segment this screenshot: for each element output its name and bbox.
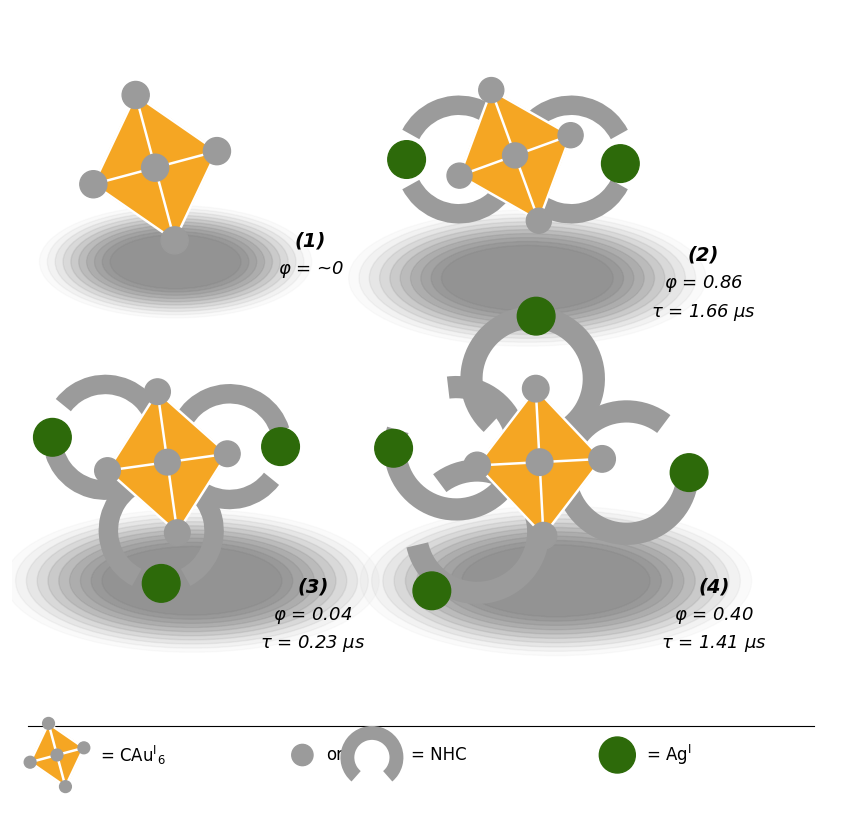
Ellipse shape bbox=[383, 515, 729, 647]
Ellipse shape bbox=[428, 532, 684, 630]
Circle shape bbox=[526, 209, 552, 233]
Circle shape bbox=[601, 145, 639, 182]
Circle shape bbox=[215, 441, 240, 466]
Ellipse shape bbox=[417, 528, 695, 634]
Ellipse shape bbox=[102, 546, 282, 615]
Circle shape bbox=[600, 737, 636, 773]
Circle shape bbox=[589, 446, 616, 472]
Circle shape bbox=[141, 154, 168, 182]
Circle shape bbox=[503, 143, 528, 168]
Ellipse shape bbox=[48, 526, 336, 636]
Text: $\tau$ = 1.66 $\mu$s: $\tau$ = 1.66 $\mu$s bbox=[651, 302, 756, 323]
Text: $\varphi$ = 0.04: $\varphi$ = 0.04 bbox=[274, 605, 353, 626]
Ellipse shape bbox=[87, 225, 264, 299]
Circle shape bbox=[94, 458, 120, 483]
Circle shape bbox=[142, 564, 180, 602]
Text: (2): (2) bbox=[688, 245, 719, 265]
Circle shape bbox=[464, 452, 490, 479]
Ellipse shape bbox=[440, 536, 673, 626]
Ellipse shape bbox=[370, 218, 685, 339]
Circle shape bbox=[78, 742, 90, 753]
Ellipse shape bbox=[371, 510, 740, 651]
Circle shape bbox=[447, 163, 472, 188]
Text: (4): (4) bbox=[698, 577, 729, 596]
Text: = Ag$^{\mathregular{I}}$: = Ag$^{\mathregular{I}}$ bbox=[646, 743, 691, 767]
Ellipse shape bbox=[70, 534, 314, 627]
Polygon shape bbox=[30, 723, 84, 787]
Circle shape bbox=[122, 82, 149, 109]
Circle shape bbox=[292, 744, 313, 766]
Circle shape bbox=[413, 572, 450, 609]
Polygon shape bbox=[477, 389, 602, 536]
Ellipse shape bbox=[421, 237, 634, 319]
Circle shape bbox=[43, 717, 55, 730]
Text: = NHC: = NHC bbox=[411, 746, 466, 764]
Ellipse shape bbox=[441, 245, 613, 311]
Polygon shape bbox=[108, 392, 227, 533]
Circle shape bbox=[558, 123, 584, 148]
Circle shape bbox=[24, 757, 36, 768]
Ellipse shape bbox=[71, 218, 280, 305]
Ellipse shape bbox=[59, 530, 325, 631]
Circle shape bbox=[161, 227, 188, 254]
Circle shape bbox=[517, 297, 555, 335]
Ellipse shape bbox=[56, 212, 296, 312]
Circle shape bbox=[526, 449, 553, 475]
Circle shape bbox=[530, 523, 557, 549]
Text: (3): (3) bbox=[297, 577, 328, 596]
Circle shape bbox=[262, 428, 300, 465]
Text: $\tau$ = 1.41 $\mu$s: $\tau$ = 1.41 $\mu$s bbox=[661, 633, 767, 654]
Text: $\varphi$ = 0.86: $\varphi$ = 0.86 bbox=[663, 273, 743, 294]
Text: $\varphi$ = 0.40: $\varphi$ = 0.40 bbox=[674, 605, 754, 626]
Ellipse shape bbox=[406, 524, 706, 638]
Polygon shape bbox=[93, 95, 217, 240]
Ellipse shape bbox=[359, 214, 695, 342]
Circle shape bbox=[34, 419, 72, 456]
Circle shape bbox=[375, 429, 413, 467]
Ellipse shape bbox=[390, 226, 665, 330]
Circle shape bbox=[51, 749, 63, 761]
Ellipse shape bbox=[94, 228, 257, 295]
Circle shape bbox=[523, 375, 549, 402]
Ellipse shape bbox=[80, 538, 303, 623]
Ellipse shape bbox=[400, 230, 654, 326]
Circle shape bbox=[164, 519, 190, 546]
Circle shape bbox=[155, 449, 180, 475]
Ellipse shape bbox=[450, 541, 661, 621]
Ellipse shape bbox=[16, 514, 368, 648]
Ellipse shape bbox=[26, 518, 358, 644]
Ellipse shape bbox=[431, 241, 624, 315]
Ellipse shape bbox=[47, 209, 304, 315]
Text: (1): (1) bbox=[295, 231, 326, 251]
Circle shape bbox=[60, 780, 72, 793]
Text: = CAu$^{\mathregular{I}}$$_{6}$: = CAu$^{\mathregular{I}}$$_{6}$ bbox=[100, 744, 166, 766]
Ellipse shape bbox=[394, 519, 717, 643]
Text: $\varphi$ = ~0: $\varphi$ = ~0 bbox=[278, 259, 344, 281]
Ellipse shape bbox=[411, 234, 644, 322]
Circle shape bbox=[388, 141, 425, 178]
Ellipse shape bbox=[91, 542, 293, 619]
Circle shape bbox=[204, 137, 231, 164]
Ellipse shape bbox=[79, 222, 273, 302]
Ellipse shape bbox=[37, 522, 347, 640]
Ellipse shape bbox=[462, 545, 650, 617]
Circle shape bbox=[145, 379, 170, 405]
Text: or: or bbox=[327, 746, 344, 764]
Ellipse shape bbox=[110, 235, 241, 289]
Ellipse shape bbox=[380, 222, 675, 335]
Ellipse shape bbox=[63, 215, 288, 308]
Circle shape bbox=[80, 171, 107, 198]
Text: $\tau$ = 0.23 $\mu$s: $\tau$ = 0.23 $\mu$s bbox=[260, 633, 365, 654]
Ellipse shape bbox=[103, 231, 249, 292]
Circle shape bbox=[479, 78, 504, 102]
Circle shape bbox=[670, 454, 708, 492]
Polygon shape bbox=[460, 90, 571, 221]
